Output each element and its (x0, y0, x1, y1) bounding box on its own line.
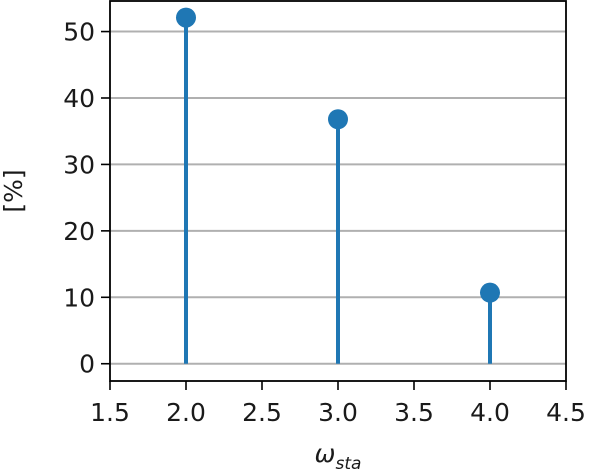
stem-marker (480, 282, 500, 303)
tick-layer: 0 10 20 30 40 50 1.5 2.0 2.5 3.0 3.5 4.0 4.5 (63, 18, 586, 427)
x-tick-label: 2.0 (166, 398, 206, 427)
x-axis-label: ωsta (315, 439, 362, 470)
y-tick-label: 0 (79, 350, 95, 379)
x-axis-label-subscript: sta (335, 454, 361, 470)
stem-layer (176, 7, 500, 364)
y-axis-label: [%] (0, 169, 28, 212)
stem-marker (176, 7, 196, 28)
x-tick-label: 1.5 (90, 398, 130, 427)
y-tick-label: 20 (63, 217, 95, 246)
x-tick-label: 3.0 (318, 398, 358, 427)
y-tick-label: 10 (63, 283, 95, 312)
x-tick-label: 4.0 (470, 398, 510, 427)
stem-marker (328, 109, 348, 130)
x-tick-label: 4.5 (546, 398, 586, 427)
x-axis-label-symbol: ω (315, 439, 336, 468)
x-tick-label: 3.5 (394, 398, 434, 427)
x-tick-label: 2.5 (242, 398, 282, 427)
y-tick-label: 40 (63, 84, 95, 113)
y-tick-label: 30 (63, 150, 95, 179)
y-tick-label: 50 (63, 18, 95, 47)
